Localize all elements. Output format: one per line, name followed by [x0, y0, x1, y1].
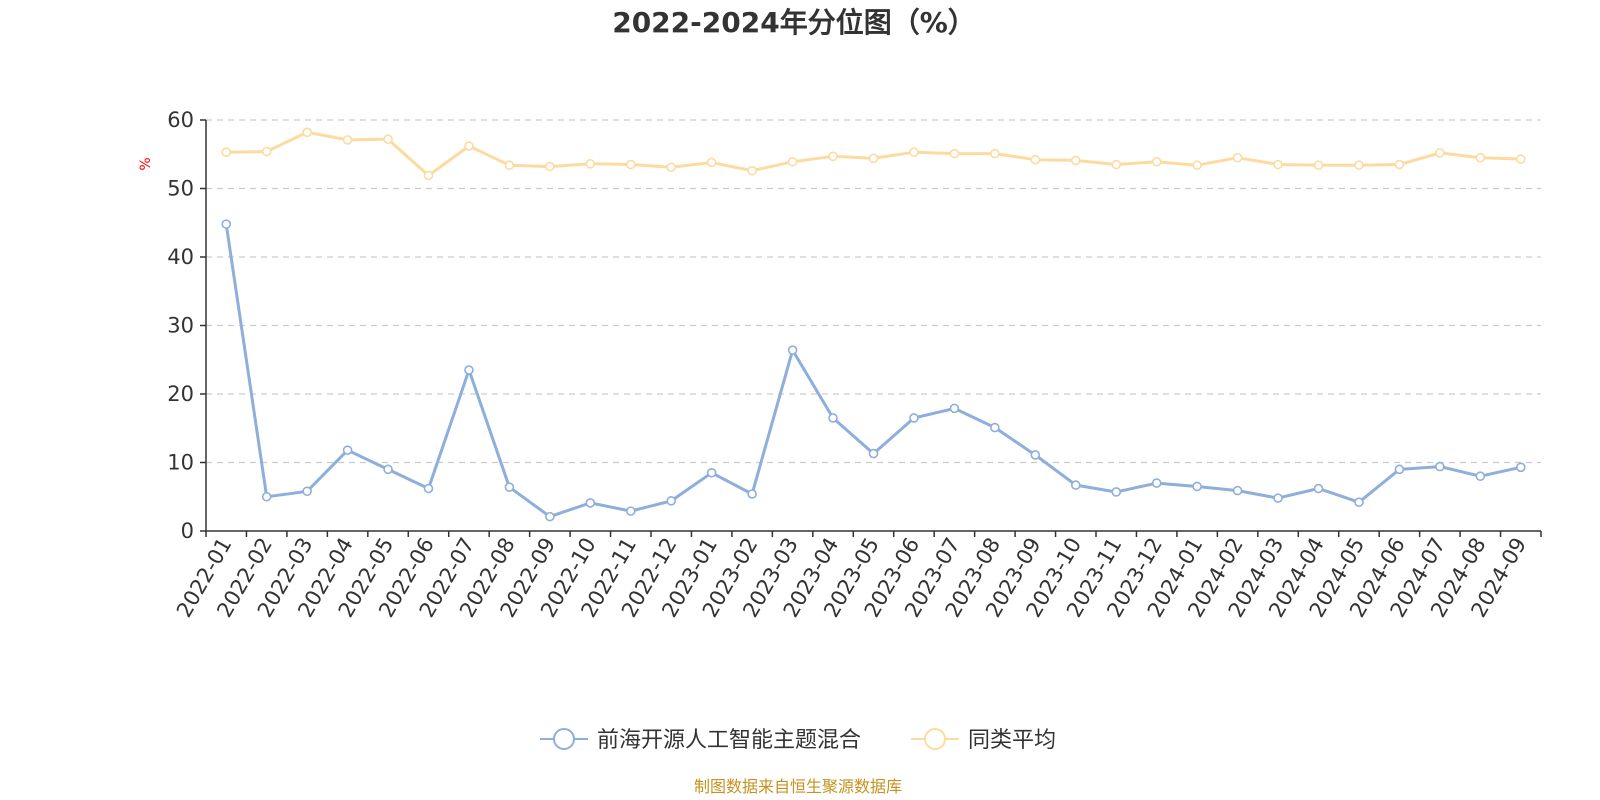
data-point [625, 159, 636, 170]
data-point [585, 498, 596, 508]
data-point [666, 162, 677, 173]
legend-label: 前海开源人工智能主题混合 [597, 728, 861, 753]
data-point [787, 345, 798, 355]
y-tick-label: 50 [167, 177, 194, 201]
y-tick-label: 40 [167, 245, 194, 269]
data-point [504, 160, 515, 171]
legend-marker [924, 728, 946, 750]
series-line [224, 223, 1522, 519]
data-point [423, 483, 434, 494]
data-point [868, 448, 879, 459]
legend-item-1: 前海开源人工智能主题混合 [540, 728, 861, 753]
data-point [1313, 160, 1324, 171]
data-point [949, 403, 960, 414]
source-note: 制图数据来自恒生聚源数据库 [694, 777, 902, 796]
data-point [909, 147, 919, 157]
data-point [302, 127, 312, 138]
data-point [868, 153, 879, 164]
data-point [1232, 152, 1243, 163]
data-point [990, 422, 1000, 433]
data-point [1435, 148, 1445, 158]
data-point [504, 482, 515, 492]
x-axis-ticks: 2022-012022-022022-032022-042022-052022-… [172, 531, 1542, 621]
data-point [706, 157, 717, 168]
data-point [1475, 152, 1486, 163]
data-point [828, 413, 838, 423]
data-point [1475, 471, 1486, 482]
y-tick-label: 10 [167, 451, 194, 475]
data-point [423, 170, 434, 181]
data-point [1192, 481, 1202, 492]
data-point [585, 159, 596, 169]
data-point [221, 147, 232, 157]
data-point [1192, 160, 1202, 171]
series-1 [221, 219, 1526, 522]
data-point [1394, 464, 1405, 475]
data-point [1111, 159, 1122, 170]
data-point [909, 413, 919, 423]
data-point [990, 148, 1000, 159]
legend-marker [553, 728, 575, 750]
data-point [1515, 462, 1526, 473]
data-point [1030, 154, 1041, 165]
y-tick-label: 0 [181, 519, 194, 543]
data-point [545, 161, 555, 172]
data-point [302, 486, 312, 497]
data-point [383, 464, 393, 475]
data-point [706, 467, 717, 478]
data-point [261, 146, 272, 157]
data-point [342, 135, 353, 145]
series-layer [221, 127, 1526, 522]
data-point [1273, 159, 1283, 170]
data-point [1394, 159, 1405, 170]
data-point [464, 365, 474, 375]
data-point [1070, 480, 1081, 490]
data-point [261, 491, 272, 502]
data-point [787, 156, 798, 167]
data-point [464, 141, 474, 151]
data-point [1354, 160, 1364, 171]
data-point [747, 165, 757, 176]
data-point [383, 134, 393, 144]
data-point [545, 511, 555, 522]
legend-label: 同类平均 [968, 728, 1056, 753]
data-point [1151, 478, 1162, 488]
data-point [1030, 450, 1041, 460]
y-tick-label: 60 [167, 108, 194, 132]
y-axis-ticks: 0 10 20 30 40 50 60 [167, 108, 206, 543]
data-point [747, 489, 757, 499]
data-point [1111, 487, 1122, 497]
data-point [1435, 461, 1445, 472]
data-point [221, 219, 232, 229]
data-point [1354, 497, 1364, 508]
legend: 前海开源人工智能主题混合 同类平均 [540, 728, 1056, 753]
data-point [949, 148, 960, 159]
y-axis-unit-label: % [138, 157, 154, 170]
data-point [1313, 483, 1324, 494]
data-point [1151, 156, 1162, 167]
data-point [1070, 155, 1081, 166]
series-2 [221, 127, 1526, 181]
chart-title: 2022-2024年分位图（%） [612, 6, 976, 39]
gridlines [206, 119, 1541, 464]
data-point [1515, 154, 1526, 164]
y-tick-label: 20 [167, 382, 194, 406]
data-point [342, 445, 353, 455]
data-point [1232, 485, 1243, 496]
legend-item-2: 同类平均 [911, 728, 1056, 753]
data-point [666, 496, 677, 506]
data-point [828, 151, 838, 162]
data-point [625, 506, 636, 516]
y-tick-label: 30 [167, 314, 194, 338]
data-point [1273, 493, 1283, 503]
